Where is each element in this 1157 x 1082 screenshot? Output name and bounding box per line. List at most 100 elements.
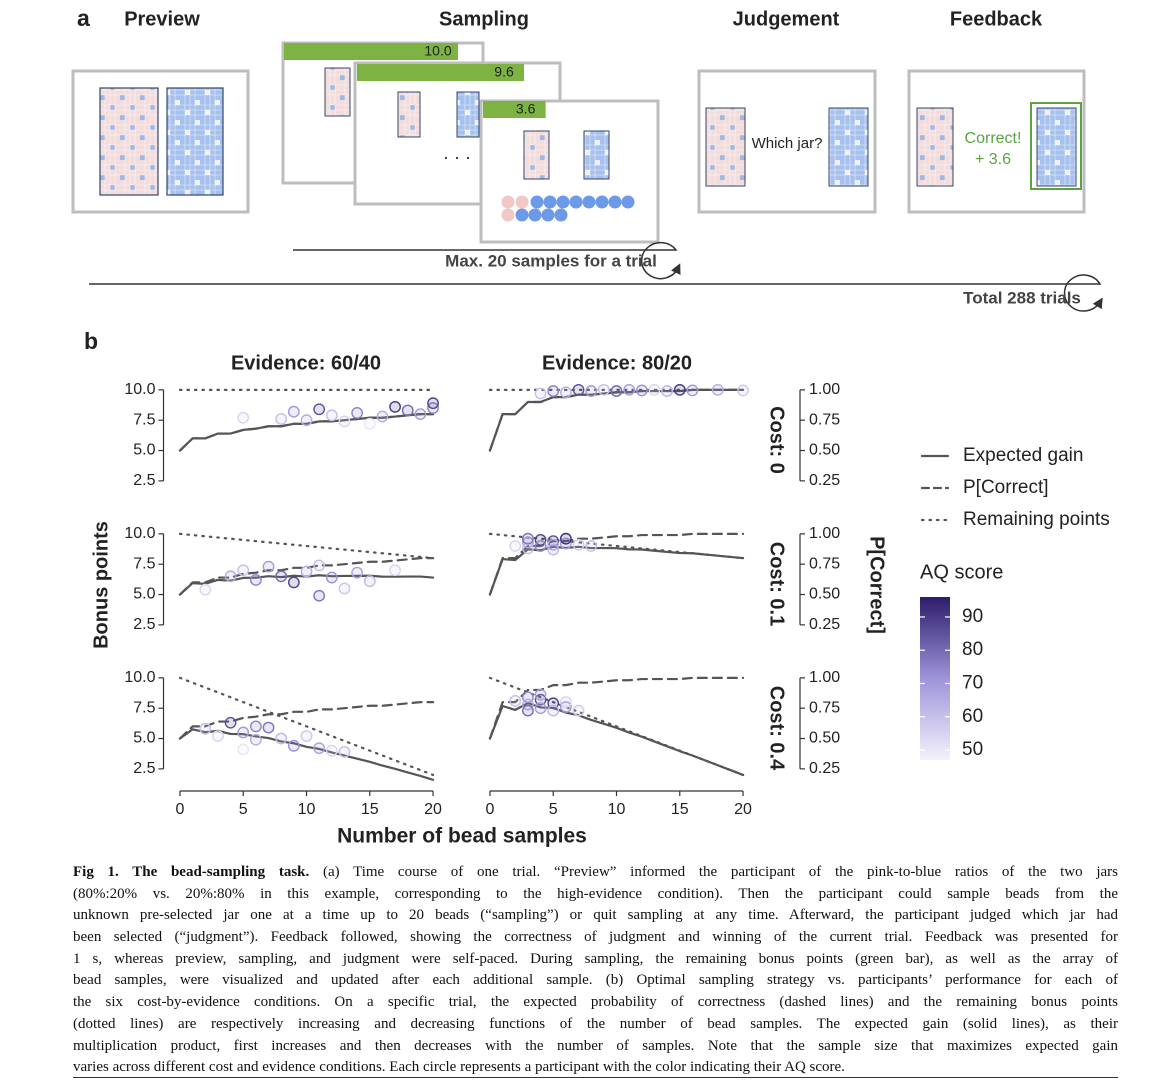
- participant-point: [585, 385, 598, 397]
- points-bar-label: 9.6: [494, 64, 514, 80]
- pink-jar: [523, 130, 550, 180]
- blue-jar: [828, 107, 869, 187]
- x-tick-label: 20: [734, 801, 752, 818]
- colorbar: [920, 597, 950, 760]
- y-tick-label: 5.0: [133, 586, 155, 603]
- participant-point: [509, 540, 522, 552]
- caption-line: (80%:20% vs. 20%:80% in this example, co…: [73, 885, 1118, 902]
- participant-point: [313, 742, 326, 755]
- participant-point: [547, 704, 560, 717]
- caption-line: 1 s, whereas preview, sampling, and judg…: [73, 950, 1118, 967]
- panel-label: b: [84, 328, 98, 354]
- participant-point: [509, 695, 522, 707]
- participant-point: [559, 532, 572, 545]
- colorbar-tick-label: 80: [962, 639, 983, 660]
- points-bar: [284, 43, 458, 60]
- participant-point: [199, 722, 212, 735]
- row-title: Cost: 0.1: [766, 542, 788, 626]
- participant-point: [673, 383, 686, 396]
- pink-jar: [324, 67, 351, 117]
- caption-text: (a) Time course of one trial. “Preview” …: [323, 864, 1118, 880]
- participant-point: [534, 688, 547, 701]
- participant-point: [363, 417, 376, 430]
- y-axis-title: Bonus points: [90, 521, 112, 649]
- participant-point: [237, 743, 250, 756]
- preview-screen: [71, 69, 250, 214]
- participant-point: [547, 385, 560, 397]
- subplot: 1.00 0.75 0.50 0.25: [488, 525, 840, 633]
- solid-line: [178, 413, 435, 452]
- caption-line: (dotted lines) are respectively increasi…: [73, 1015, 1118, 1032]
- participant-point: [534, 702, 547, 715]
- caption-line: the six cost-by-evidence conditions. On …: [73, 994, 1118, 1011]
- y-tick-label: 10.0: [124, 381, 155, 398]
- y-tick-label: 5.0: [133, 442, 155, 459]
- x-tick-label: 5: [549, 801, 558, 818]
- dashed-line: [488, 676, 745, 740]
- dashed-line: [488, 532, 745, 596]
- bead-array: [501, 195, 635, 222]
- participant-point: [711, 383, 724, 396]
- judgement-prompt: Which jar?: [752, 135, 823, 152]
- participant-point: [338, 415, 351, 428]
- participant-point: [287, 739, 300, 752]
- participant-point: [224, 716, 237, 729]
- y2-tick-label: 0.75: [809, 411, 840, 428]
- y-tick-label: 10.0: [124, 525, 155, 542]
- participant-point: [325, 571, 338, 584]
- participant-point: [275, 732, 288, 745]
- caption-line: been selected (“judgment”). Feedback fol…: [73, 929, 1118, 946]
- row-title: Cost: 0.4: [766, 686, 788, 771]
- solid-line: [178, 574, 435, 596]
- feedback-screen: Correct! + 3.6: [907, 69, 1086, 214]
- panel-label: a: [77, 5, 90, 31]
- subplot: 1.00 0.75 0.50 0.25 0 5 10 15 20: [485, 669, 840, 818]
- y2-tick-label: 0.75: [809, 699, 840, 716]
- y-tick-label: 2.5: [133, 616, 155, 633]
- participant-point: [572, 383, 585, 396]
- colorbar-title: AQ score: [920, 561, 1003, 583]
- x-tick-label: 5: [239, 801, 248, 818]
- participant-point: [534, 534, 547, 546]
- participant-point: [427, 397, 439, 410]
- solid-line: [488, 545, 745, 596]
- participant-point: [212, 730, 224, 743]
- y-tick-label: 7.5: [133, 411, 155, 428]
- y-tick-label: 10.0: [124, 669, 155, 686]
- participant-point: [199, 583, 212, 596]
- participant-point: [623, 383, 636, 396]
- participant-point: [572, 704, 585, 717]
- ellipsis: · · ·: [443, 147, 471, 167]
- solid-line: [488, 701, 745, 777]
- dotted-line: [178, 532, 435, 560]
- points-bar-label: 3.6: [516, 101, 536, 117]
- participant-point: [414, 408, 427, 421]
- pink-jar: [99, 87, 159, 196]
- feedback-gain: + 3.6: [975, 151, 1011, 168]
- colorbar-tick-label: 90: [962, 606, 983, 627]
- y-tick-label: 5.0: [133, 730, 155, 747]
- colorbar-tick-label: 60: [962, 706, 983, 727]
- y-tick-label: 7.5: [133, 555, 155, 572]
- dashed-line: [178, 557, 435, 596]
- subplot: 10.0 7.5 5.0 2.5 0 5 10 15 20: [124, 669, 442, 818]
- y2-tick-label: 0.50: [809, 442, 840, 459]
- participant-point: [275, 570, 288, 583]
- subplot: 1.00 0.75 0.50 0.25: [488, 381, 840, 489]
- blue-jar: [166, 87, 224, 196]
- points-bar-label: 10.0: [424, 43, 451, 59]
- x-tick-label: 15: [671, 801, 689, 818]
- participant-point: [237, 564, 250, 577]
- participant-point: [237, 411, 250, 424]
- x-tick-label: 20: [424, 801, 442, 818]
- participant-point: [275, 413, 288, 425]
- participant-point: [389, 564, 401, 577]
- y2-axis-title: P[Correct]: [866, 536, 888, 634]
- participant-point: [686, 384, 699, 397]
- participant-point: [522, 536, 534, 549]
- participant-point: [313, 589, 326, 602]
- loop-label: Max. 20 samples for a trial: [445, 251, 657, 270]
- participant-point: [559, 696, 572, 709]
- dashed-line: [178, 701, 435, 740]
